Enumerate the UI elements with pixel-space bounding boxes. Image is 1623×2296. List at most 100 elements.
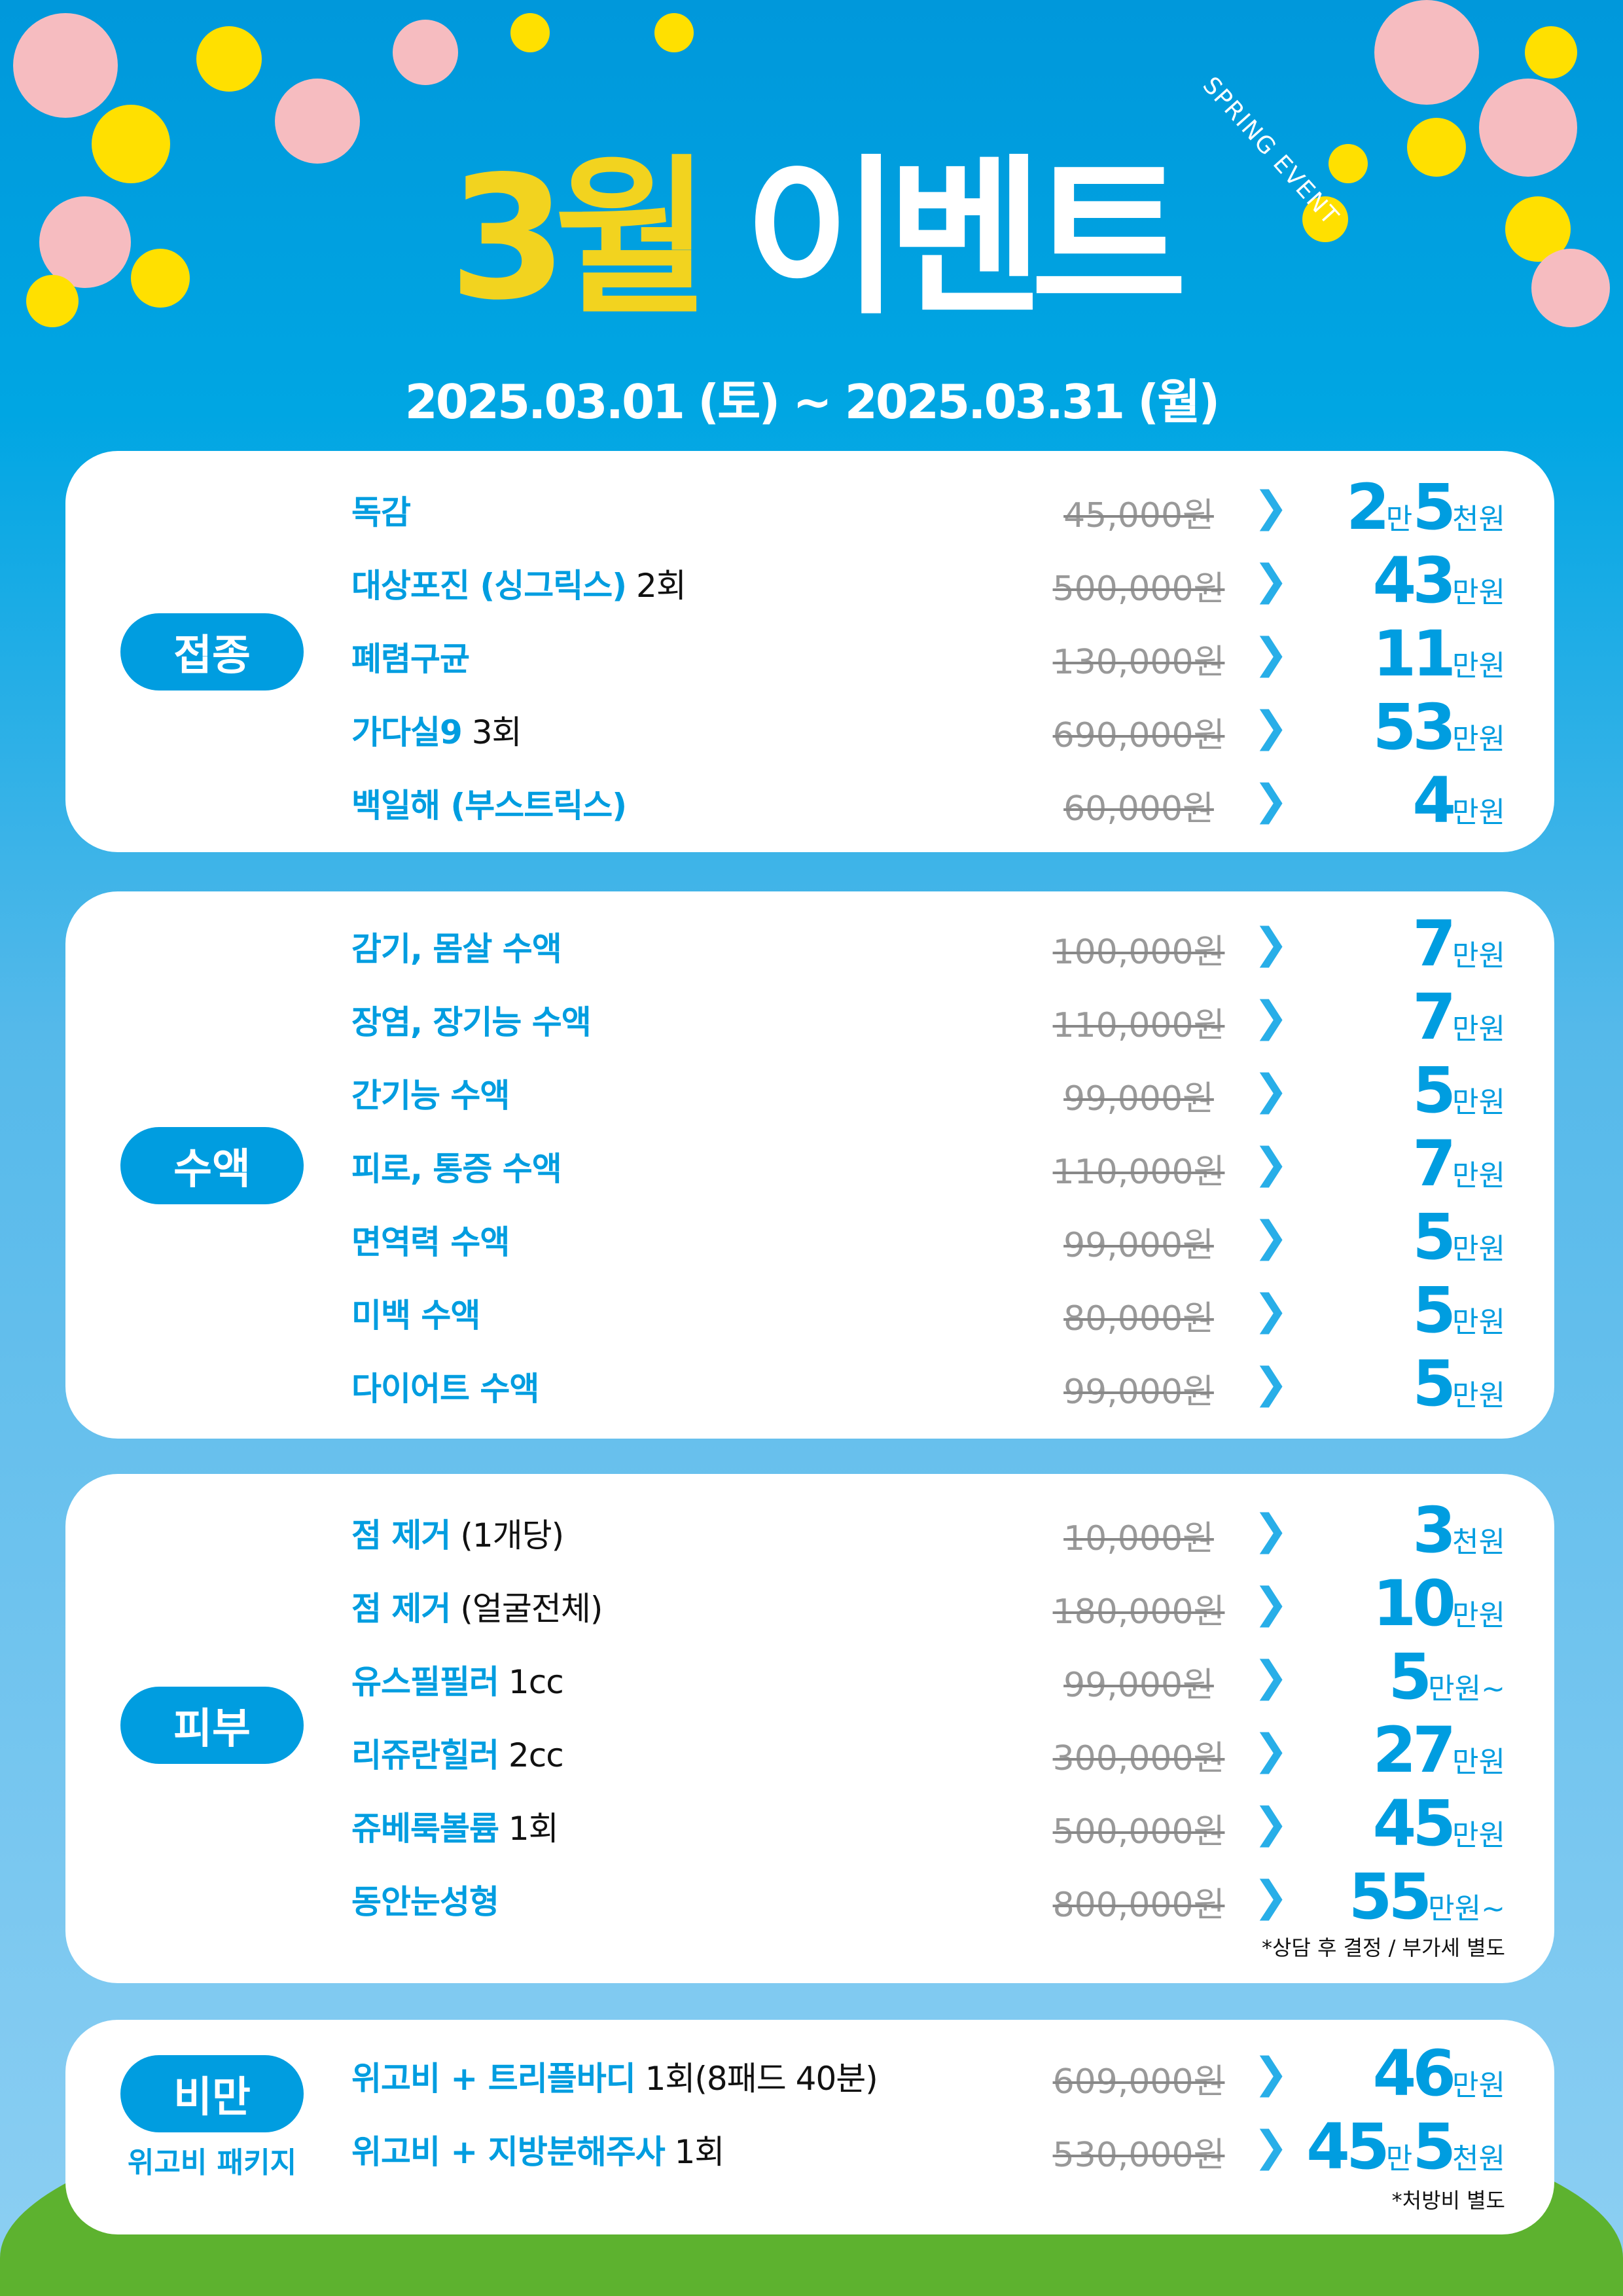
list-item: 쥬베룩볼륨 1회 500,000원 ❯ 45만원 — [65, 1787, 1554, 1860]
flower-icon — [196, 26, 262, 92]
price-number: 3 — [1412, 1494, 1456, 1567]
price-number: 5 — [1412, 1054, 1456, 1127]
price-unit: 만원 — [1452, 576, 1505, 609]
price-number: 7 — [1412, 980, 1456, 1054]
event-price: 27만원 — [1372, 1713, 1505, 1787]
list-item: 백일해 (부스트릭스) 60,000원 ❯ 4만원 — [65, 764, 1554, 837]
list-item: 가다실9 3회 690,000원 ❯ 53만원 — [65, 691, 1554, 764]
section-subtitle: 위고비 패키지 — [127, 2146, 297, 2179]
price-unit: 만원 — [1452, 796, 1505, 829]
price-unit: 만원 — [1452, 939, 1505, 973]
item-name-detail: 1cc — [499, 1663, 564, 1701]
original-price: 130,000원 — [1052, 643, 1225, 682]
chevron-right-icon: ❯ — [1253, 703, 1289, 751]
list-item: 유스필필러 1cc 99,000원 ❯ 5만원~ — [65, 1640, 1554, 1713]
item-name-detail: 1회(8패드 40분) — [635, 2060, 878, 2098]
event-price: 11만원 — [1372, 617, 1505, 691]
item-name: 위고비 + 지방분해주사 1회 — [351, 2126, 724, 2173]
price-unit: 천원 — [1452, 503, 1505, 536]
section-note: *상담 후 결정 / 부가세 별도 — [1261, 1935, 1505, 1960]
flower-icon — [1329, 144, 1368, 183]
original-price: 180,000원 — [1052, 1592, 1225, 1632]
item-name: 독감 — [351, 486, 411, 533]
list-item: 다이어트 수액 99,000원 ❯ 5만원 — [65, 1347, 1554, 1420]
price-number: 45 — [1372, 1787, 1456, 1860]
item-name-detail: (얼굴전체) — [450, 1590, 603, 1628]
flower-icon — [39, 196, 131, 288]
flower-icon — [275, 79, 360, 164]
price-number: 7 — [1412, 907, 1456, 980]
price-unit: 만원~ — [1428, 1672, 1505, 1706]
original-price: 609,000원 — [1052, 2062, 1225, 2102]
flower-icon — [131, 249, 190, 308]
chevron-right-icon: ❯ — [1253, 556, 1289, 605]
event-price: 5만원~ — [1388, 1640, 1505, 1713]
original-price: 99,000원 — [1063, 1372, 1214, 1412]
price-number: 55 — [1348, 1860, 1433, 1933]
price-unit: 만 — [1385, 2142, 1413, 2176]
section-badge: 수액 — [120, 1127, 304, 1204]
original-price: 99,000원 — [1063, 1226, 1214, 1265]
item-name-main: 대상포진 (싱그릭스) — [351, 567, 627, 605]
event-price: 2만5천원 — [1346, 471, 1505, 544]
section-note: *처방비 별도 — [1391, 2188, 1505, 2213]
original-price: 99,000원 — [1063, 1079, 1214, 1119]
item-name-main: 위고비 + 트리플바디 — [351, 2060, 636, 2098]
chevron-right-icon: ❯ — [1253, 1213, 1289, 1261]
title-month: 3월 — [448, 140, 711, 338]
chevron-right-icon: ❯ — [1253, 1066, 1289, 1115]
event-price: 5만원 — [1412, 1054, 1505, 1127]
list-item: 위고비 + 지방분해주사 1회 530,000원 ❯ 45만5천원 — [65, 2110, 1554, 2183]
page-title: 3월 이벤트 — [0, 131, 1623, 347]
item-name: 감기, 몸살 수액 — [351, 923, 562, 970]
section-badge: 비만 — [120, 2055, 304, 2132]
chevron-right-icon: ❯ — [1253, 1726, 1289, 1774]
item-name-main: 리쥬란힐러 — [351, 1736, 499, 1774]
flower-icon — [92, 105, 170, 183]
chevron-right-icon: ❯ — [1253, 1653, 1289, 1701]
event-price: 43만원 — [1372, 544, 1505, 617]
item-name-main: 면역력 수액 — [351, 1223, 510, 1261]
event-price: 7만원 — [1412, 1127, 1505, 1200]
section-card-1: 접종 독감 45,000원 ❯ 2만5천원 대상포진 (싱그릭스) 2회 500… — [65, 451, 1554, 852]
price-unit: 만원 — [1452, 649, 1505, 683]
original-price: 530,000원 — [1052, 2136, 1225, 2175]
original-price: 800,000원 — [1052, 1886, 1225, 1925]
price-unit: 만원~ — [1428, 1892, 1505, 1926]
item-name: 면역력 수액 — [351, 1216, 510, 1263]
price-unit: 만원 — [1452, 1013, 1505, 1046]
event-price: 45만원 — [1372, 1787, 1505, 1860]
flower-icon — [26, 275, 79, 327]
event-price: 45만5천원 — [1306, 2110, 1505, 2183]
chevron-right-icon: ❯ — [1253, 1139, 1289, 1188]
price-unit: 만원 — [1452, 1159, 1505, 1193]
list-item: 피로, 통증 수액 110,000원 ❯ 7만원 — [65, 1127, 1554, 1200]
list-item: 폐렴구균 130,000원 ❯ 11만원 — [65, 617, 1554, 691]
flower-icon — [1525, 26, 1577, 79]
list-item: 면역력 수액 99,000원 ❯ 5만원 — [65, 1200, 1554, 1274]
price-unit: 만 — [1385, 503, 1413, 536]
item-name-main: 다이어트 수액 — [351, 1370, 539, 1408]
item-name: 간기능 수액 — [351, 1069, 510, 1117]
item-name: 폐렴구균 — [351, 633, 470, 680]
event-price: 53만원 — [1372, 691, 1505, 764]
item-name-main: 유스필필러 — [351, 1663, 499, 1701]
item-name: 대상포진 (싱그릭스) 2회 — [351, 560, 687, 607]
item-name-detail: 2cc — [499, 1736, 564, 1774]
chevron-right-icon: ❯ — [1253, 483, 1289, 531]
item-name-detail: 1회 — [664, 2133, 725, 2171]
item-name: 피로, 통증 수액 — [351, 1143, 562, 1190]
price-number: 11 — [1372, 617, 1456, 691]
event-price: 7만원 — [1412, 907, 1505, 980]
item-name-main: 장염, 장기능 수액 — [351, 1003, 592, 1041]
price-unit: 천원 — [1452, 2142, 1505, 2176]
price-unit: 천원 — [1452, 1526, 1505, 1559]
item-name-main: 쥬베룩볼륨 — [351, 1810, 499, 1848]
price-number: 2 — [1346, 471, 1390, 544]
list-item: 동안눈성형 800,000원 ❯ 55만원~ — [65, 1860, 1554, 1933]
event-price: 5만원 — [1412, 1274, 1505, 1347]
section-card-3: 피부 점 제거 (1개당) 10,000원 ❯ 3천원 점 제거 (얼굴전체) … — [65, 1474, 1554, 1983]
price-number: 7 — [1412, 1127, 1456, 1200]
price-unit: 만원 — [1452, 1306, 1505, 1339]
